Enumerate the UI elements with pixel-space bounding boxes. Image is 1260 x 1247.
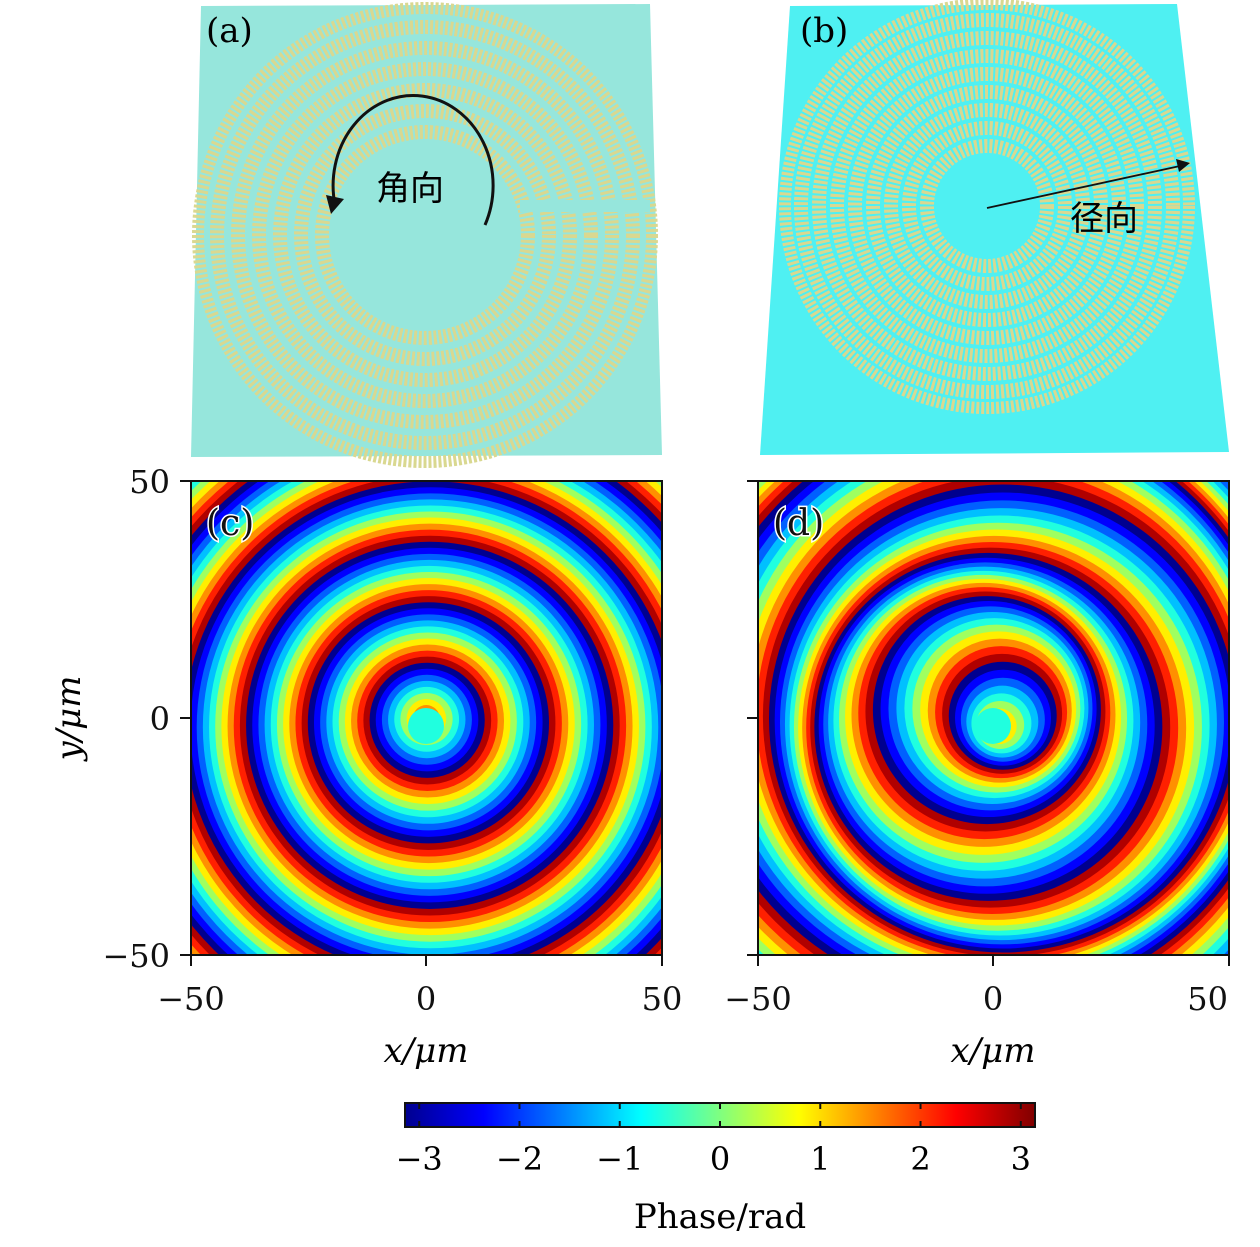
panel-d: (d): [757, 480, 1230, 956]
colorbar-label: Phase/rad: [634, 1197, 806, 1237]
panel-b: 径向 (b): [760, 0, 1229, 455]
panel-b-annotation: 径向: [1070, 199, 1138, 239]
colorbar-tick-label: −3: [396, 1140, 443, 1178]
panel-c: (c): [190, 480, 663, 956]
tick-labels: 50 0 −50 −50 0 50 −50 0 50: [102, 463, 1228, 1018]
phase-core: [408, 708, 444, 744]
colorbar-tick-label: 2: [910, 1140, 930, 1178]
metasurface-b-rings: [779, 0, 1195, 414]
x-axis-label-c: x/μm: [384, 1031, 469, 1071]
phase-map-d: [758, 481, 1229, 955]
panel-c-label: (c): [206, 503, 254, 544]
xtick-d-label-minus50: −50: [724, 980, 792, 1018]
colorbar-tick-label: −2: [496, 1140, 543, 1178]
spiral-gap: [520, 200, 650, 212]
panel-a-annotation: 角向: [376, 169, 444, 209]
xtick-d-label-0: 0: [983, 980, 1003, 1018]
ytick-label-0: 0: [150, 700, 170, 738]
xtick-c-label-0: 0: [416, 980, 436, 1018]
x-axis-label-d: x/μm: [951, 1031, 1036, 1071]
angular-arrowhead: [326, 195, 344, 214]
colorbar-ticks: −3 −2 −1 0 1 2 3: [396, 1103, 1031, 1178]
phase-core: [975, 708, 1011, 744]
panel-a-label: (a): [206, 11, 253, 51]
phase-map-c: [191, 481, 662, 955]
colorbar-tick-label: 1: [810, 1140, 830, 1178]
radial-arrowhead: [1176, 159, 1190, 172]
panel-b-label: (b): [800, 11, 848, 51]
xtick-d-label-50: 50: [1187, 980, 1228, 1018]
ytick-label-50: 50: [129, 463, 170, 501]
metasurface-a-rings: [192, 2, 658, 468]
panel-a: 角向 (a): [191, 2, 662, 468]
colorbar-tick-label: 0: [710, 1140, 730, 1178]
colorbar-tick-label: 3: [1011, 1140, 1031, 1178]
panel-d-label: (d): [773, 503, 824, 544]
colorbar-tick-label: −1: [596, 1140, 643, 1178]
ytick-label-minus50: −50: [102, 937, 170, 975]
radial-arrow: [986, 165, 1181, 209]
y-axis-label: y/μm: [49, 676, 89, 763]
angular-arrow: [331, 94, 495, 226]
xtick-c-label-minus50: −50: [157, 980, 225, 1018]
xtick-c-label-50: 50: [642, 980, 683, 1018]
colorbar: −3 −2 −1 0 1 2 3 Phase/rad: [396, 1102, 1036, 1237]
axes: [180, 480, 1230, 966]
